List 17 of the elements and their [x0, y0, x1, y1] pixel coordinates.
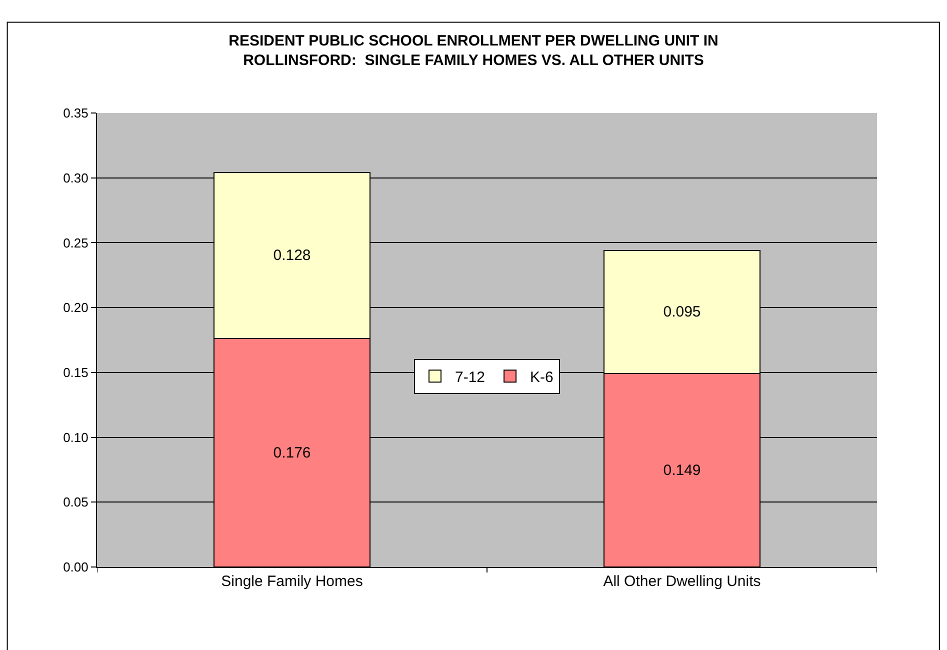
data-label: 0.128	[273, 247, 311, 264]
y-tick-label: 0.25	[63, 235, 88, 250]
y-tick-label: 0.15	[63, 364, 88, 380]
y-tick-label: 0.00	[63, 560, 88, 575]
x-tick-label: All Other Dwelling Units	[603, 573, 761, 590]
legend-label: K-6	[530, 368, 554, 386]
data-label: 0.095	[663, 304, 701, 321]
data-label: 0.176	[273, 444, 311, 462]
legend-label: 7-12	[455, 368, 486, 386]
y-tick-label: 0.35	[63, 106, 88, 121]
chart-title: RESIDENT PUBLIC SCHOOL ENROLLMENT PER DWELLING UNIT IN ROLLINSFORD: SINGLE FAMILY HOMES VS. ALL OTHER UNITS	[228, 32, 718, 69]
y-tick-label: 0.10	[63, 430, 88, 445]
y-tick-label: 0.05	[63, 494, 88, 510]
y-tick-label: 0.20	[63, 300, 88, 316]
data-label: 0.149	[663, 462, 701, 479]
x-tick-label: Single Family Homes	[221, 573, 363, 590]
y-tick-label: 0.30	[63, 170, 88, 186]
